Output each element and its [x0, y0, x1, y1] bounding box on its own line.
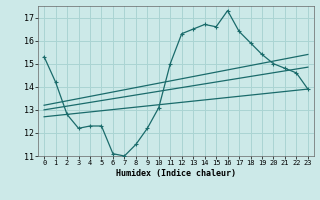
- X-axis label: Humidex (Indice chaleur): Humidex (Indice chaleur): [116, 169, 236, 178]
